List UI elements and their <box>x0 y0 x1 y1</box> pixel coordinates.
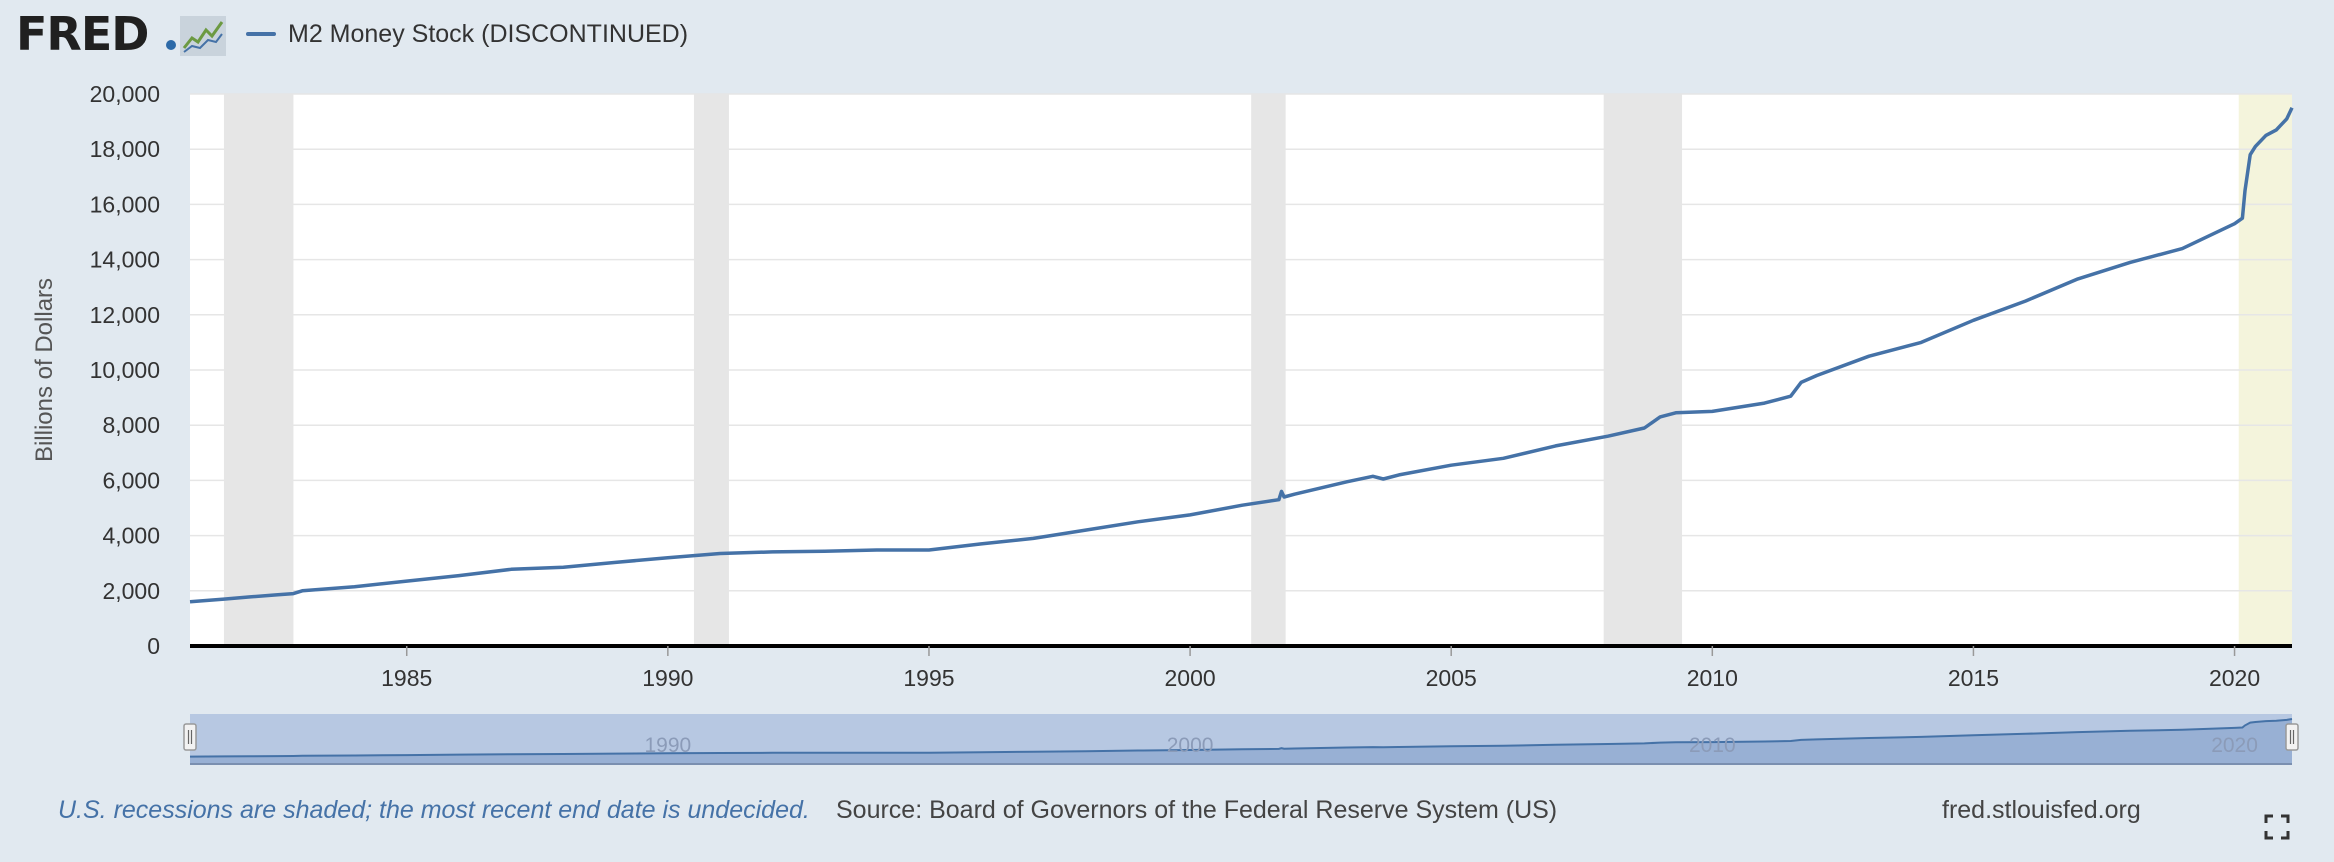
legend-label: M2 Money Stock (DISCONTINUED) <box>288 19 689 48</box>
range-navigator[interactable]: 1990 2000 2010 2020 <box>183 714 2299 765</box>
y-tick-label: 10,000 <box>90 357 160 383</box>
x-axis-ticks: 1985 1990 1995 2000 2005 2010 2015 2020 <box>381 646 2260 691</box>
navigator-left-handle[interactable] <box>183 723 197 751</box>
x-tick-label: 1985 <box>381 665 432 691</box>
navigator-tick-label: 2010 <box>1689 734 1736 757</box>
series-group[interactable] <box>189 107 2294 604</box>
y-tick-label: 20,000 <box>90 81 160 107</box>
source-text: Source: Board of Governors of the Federa… <box>836 796 1558 824</box>
chart-header: FRED M2 Money Stock (DISCONTINUED) <box>0 0 2334 70</box>
navigator-series-line <box>189 718 2293 758</box>
registered-mark-icon <box>166 40 176 50</box>
fred-logo[interactable]: FRED <box>16 7 149 61</box>
x-tick-label: 2020 <box>2209 665 2260 691</box>
gridlines <box>190 93 2292 648</box>
legend[interactable]: M2 Money Stock (DISCONTINUED) <box>246 18 688 50</box>
x-tick-label: 2010 <box>1687 665 1738 691</box>
navigator-tick-label: 2000 <box>1167 734 1214 757</box>
fred-url-link[interactable]: fred.stlouisfed.org <box>1942 796 2141 824</box>
x-tick-label: 2000 <box>1164 665 1215 691</box>
x-tick-label: 2005 <box>1426 665 1477 691</box>
fullscreen-icon[interactable] <box>2264 814 2290 840</box>
recession-note: U.S. recessions are shaded; the most rec… <box>58 796 810 824</box>
handle-icon[interactable] <box>183 723 197 751</box>
y-tick-label: 0 <box>147 633 160 659</box>
navigator-right-handle[interactable] <box>2285 723 2299 751</box>
legend-swatch <box>246 32 276 36</box>
series-line[interactable] <box>189 107 2294 604</box>
navigator-series-area <box>190 719 2292 764</box>
navigator-tick-label: 1990 <box>644 734 691 757</box>
graph-icon[interactable] <box>180 16 226 56</box>
x-tick-label: 2015 <box>1948 665 1999 691</box>
x-tick-label: 1995 <box>903 665 954 691</box>
y-axis-ticks: 0 2,000 4,000 6,000 8,000 10,000 12,000 14,000 1… <box>90 81 160 659</box>
y-tick-label: 4,000 <box>102 523 160 549</box>
y-tick-label: 18,000 <box>90 136 160 162</box>
y-tick-label: 14,000 <box>90 247 160 273</box>
navigator-tick-label: 2020 <box>2211 734 2258 757</box>
chart[interactable]: 0 2,000 4,000 6,000 8,000 10,000 12,000 14,000 1… <box>0 70 2334 770</box>
y-tick-label: 12,000 <box>90 302 160 328</box>
y-tick-label: 16,000 <box>90 191 160 217</box>
y-axis-label: Billions of Dollars <box>31 278 58 462</box>
handle-icon[interactable] <box>2285 723 2299 751</box>
y-tick-label: 6,000 <box>102 467 160 493</box>
y-tick-label: 2,000 <box>102 578 160 604</box>
x-tick-label: 1990 <box>642 665 693 691</box>
y-tick-label: 8,000 <box>102 412 160 438</box>
